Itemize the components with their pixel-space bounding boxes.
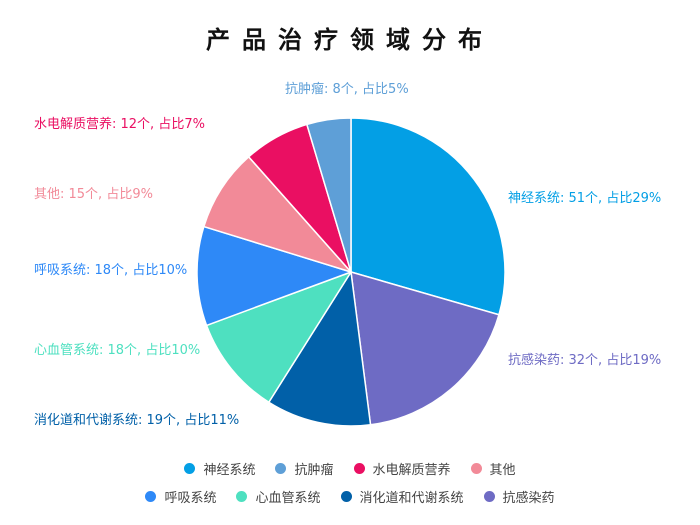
- legend-item[interactable]: 抗肿瘤: [275, 459, 334, 478]
- pie-slice[interactable]: [205, 271, 352, 403]
- legend-dot-icon: [483, 491, 495, 502]
- legend-label: 其他: [489, 463, 516, 478]
- legend-dot-icon: [340, 491, 352, 502]
- slice-label: 消化道和代谢系统: 19个, 占比11%: [34, 413, 240, 428]
- legend-dot-icon: [275, 463, 287, 474]
- legend-item[interactable]: 其他: [470, 459, 516, 478]
- legend-label: 消化道和代谢系统: [359, 491, 464, 506]
- legend-dot-icon: [145, 491, 157, 502]
- legend-item[interactable]: 心血管系统: [236, 487, 321, 506]
- pie-slice[interactable]: [196, 225, 352, 327]
- legend-row-2: 呼吸系统 心血管系统 消化道和代谢系统 抗感染药: [0, 487, 700, 506]
- legend-label: 抗感染药: [502, 491, 555, 506]
- pie-slice[interactable]: [350, 117, 506, 316]
- legend-item[interactable]: 呼吸系统: [145, 487, 216, 506]
- legend-item[interactable]: 神经系统: [184, 459, 255, 478]
- legend-label: 神经系统: [203, 463, 256, 478]
- pie-slice[interactable]: [268, 271, 372, 427]
- slice-label: 抗感染药: 32个, 占比19%: [508, 353, 662, 368]
- chart-title: 产品治疗领域分布: [206, 26, 494, 54]
- slice-label: 其他: 15个, 占比9%: [34, 187, 153, 202]
- legend-item[interactable]: 水电解质营养: [353, 459, 451, 478]
- legend-item[interactable]: 抗感染药: [483, 487, 555, 506]
- pie-slice[interactable]: [306, 117, 352, 273]
- pie-slice[interactable]: [350, 271, 500, 426]
- slice-label: 水电解质营养: 12个, 占比7%: [34, 117, 205, 132]
- slice-label: 呼吸系统: 18个, 占比10%: [34, 263, 188, 278]
- slice-label: 抗肿瘤: 8个, 占比5%: [285, 82, 409, 97]
- legend-dot-icon: [353, 463, 365, 474]
- legend-dot-icon: [470, 463, 482, 474]
- slice-label: 神经系统: 51个, 占比29%: [508, 191, 662, 206]
- legend-label: 抗肿瘤: [294, 463, 334, 478]
- pie-slice[interactable]: [203, 156, 352, 273]
- legend-dot-icon: [236, 491, 248, 502]
- legend-dot-icon: [184, 463, 196, 474]
- slice-label: 心血管系统: 18个, 占比10%: [34, 343, 201, 358]
- legend-row-1: 神经系统 抗肿瘤 水电解质营养 其他: [0, 459, 700, 478]
- legend-label: 呼吸系统: [164, 491, 217, 506]
- legend-label: 水电解质营养: [372, 463, 451, 478]
- legend-label: 心血管系统: [255, 491, 321, 506]
- legend-item[interactable]: 消化道和代谢系统: [340, 487, 464, 506]
